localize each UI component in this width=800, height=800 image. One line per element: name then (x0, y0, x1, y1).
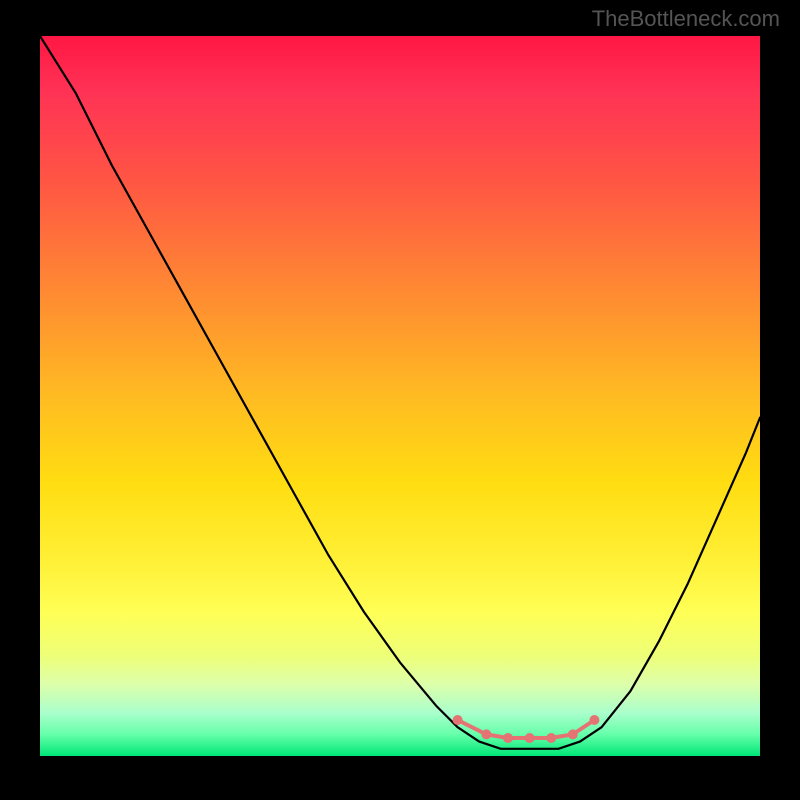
marker-dot (589, 715, 599, 725)
bottleneck-curve (40, 36, 760, 749)
chart-container (40, 36, 760, 756)
watermark-text: TheBottleneck.com (592, 6, 780, 32)
marker-dot (546, 733, 556, 743)
marker-dot (568, 729, 578, 739)
marker-dot (525, 733, 535, 743)
marker-dot (503, 733, 513, 743)
chart-svg (40, 36, 760, 756)
marker-dot (481, 729, 491, 739)
marker-dot (453, 715, 463, 725)
